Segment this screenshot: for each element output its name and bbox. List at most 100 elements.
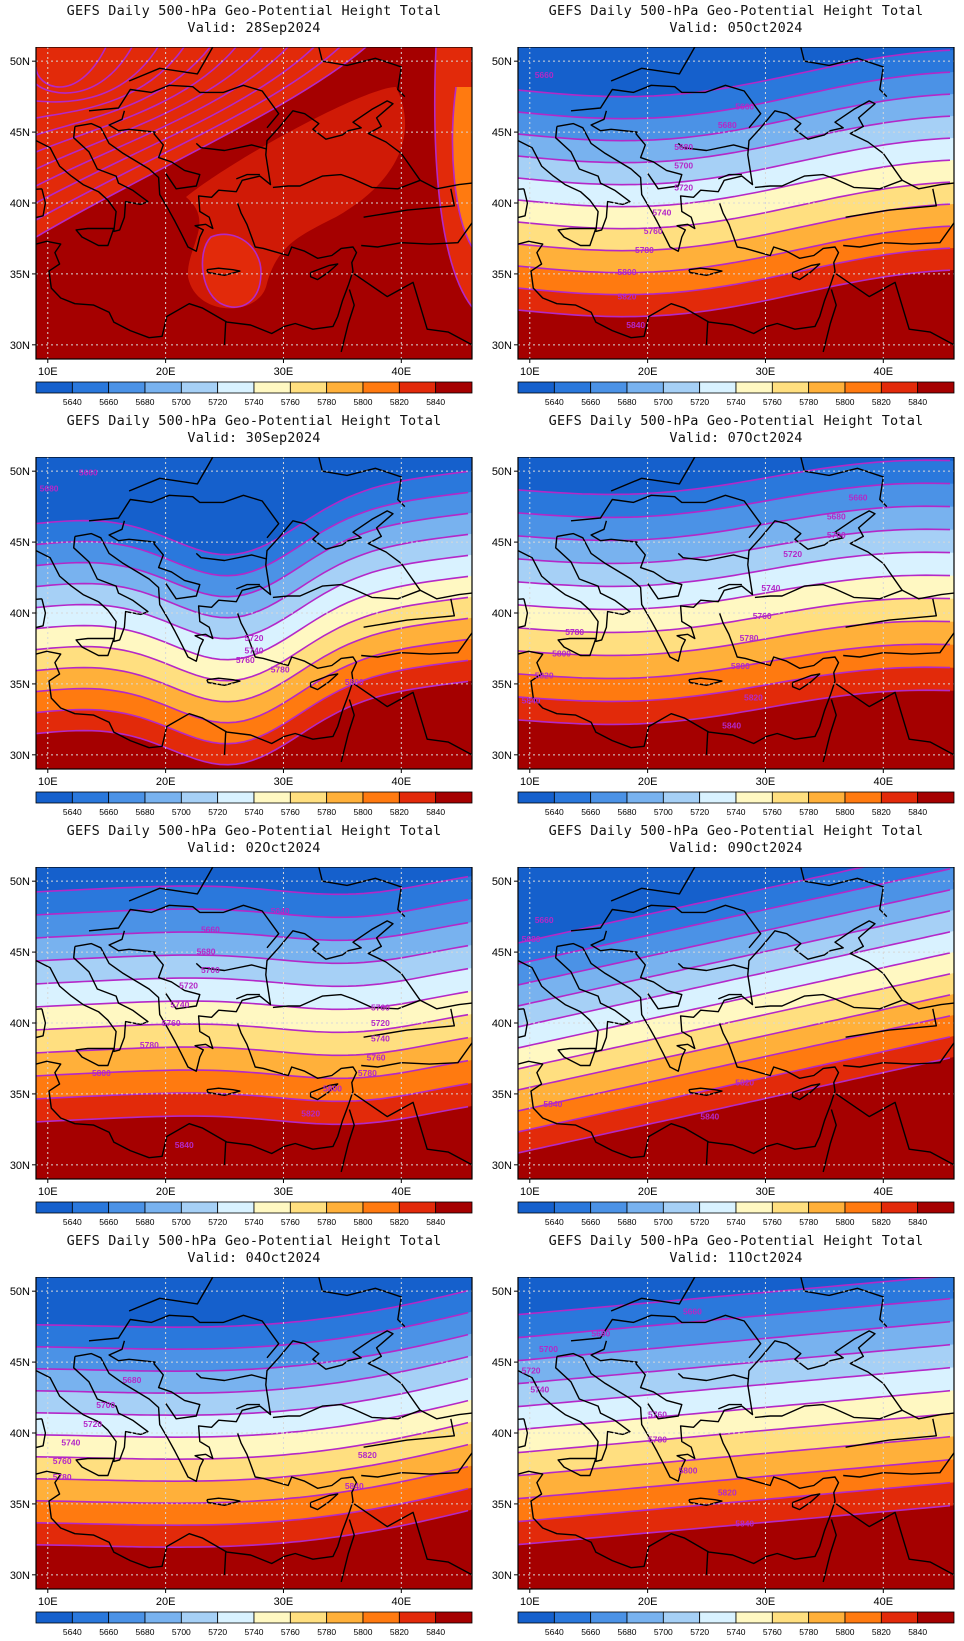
coastline xyxy=(845,1008,937,1038)
coastline xyxy=(518,1418,529,1449)
panel-valid-date: Valid: 04Oct2024 xyxy=(187,1250,321,1266)
coastline xyxy=(835,683,954,756)
contour-line xyxy=(518,115,951,164)
colorbar-swatch xyxy=(808,791,846,804)
coastline xyxy=(419,1409,472,1420)
colorbar-label: 5840 xyxy=(908,397,927,407)
lat-label: 45N xyxy=(10,127,30,139)
contour-line xyxy=(36,47,185,119)
contour-label: 5840 xyxy=(626,320,645,330)
contour-label: 5840 xyxy=(700,1112,719,1122)
coastline xyxy=(518,188,529,219)
contour-line xyxy=(36,470,469,556)
colorbar-swatch xyxy=(517,1611,555,1624)
colorbar-label: 5840 xyxy=(426,1627,445,1637)
lon-label: 20E xyxy=(638,1186,658,1198)
panel-title-line: GEFS Daily 500-hPa Geo-Potential Height … xyxy=(548,3,924,19)
contour-label: 5740 xyxy=(761,583,780,593)
contour-label: 5820 xyxy=(358,1450,377,1460)
lon-label: 40E xyxy=(874,1596,894,1608)
colorbar-swatch xyxy=(362,1611,400,1624)
coastline xyxy=(36,188,47,219)
coastline xyxy=(901,999,954,1010)
coastline xyxy=(108,930,156,954)
contour-label: 5780 xyxy=(271,664,290,674)
colorbar-label: 5760 xyxy=(763,1627,782,1637)
coastline xyxy=(36,1008,47,1039)
coastline xyxy=(206,267,241,276)
lat-label: 50N xyxy=(492,876,512,888)
contour-label: 5840 xyxy=(543,1099,562,1109)
colorbar-label: 5760 xyxy=(281,807,300,817)
lon-label: 10E xyxy=(38,1186,58,1198)
contour-label: 5760 xyxy=(367,1052,386,1062)
contour-line xyxy=(36,575,469,661)
contour-line xyxy=(36,659,469,745)
contour-label: 5660 xyxy=(535,70,554,80)
contour-label: 5700 xyxy=(539,1344,558,1354)
colorbar-swatch xyxy=(771,1611,810,1624)
colorbar-swatch xyxy=(398,791,437,804)
coastline xyxy=(557,637,597,657)
contour-line xyxy=(36,921,469,942)
contour-label: 5740 xyxy=(652,207,671,217)
contour-line xyxy=(36,1509,469,1548)
coastline xyxy=(36,598,47,629)
coastline xyxy=(590,930,638,954)
colorbar-swatch xyxy=(435,791,473,804)
contour-line xyxy=(518,973,951,1070)
lat-label: 40N xyxy=(492,1428,512,1440)
contour-label: 5660 xyxy=(201,925,220,935)
lon-label: 40E xyxy=(392,1186,412,1198)
coastline xyxy=(688,1497,723,1506)
contour-line xyxy=(518,1320,951,1362)
coastline xyxy=(75,1457,115,1477)
colorbar-swatch xyxy=(590,791,628,804)
height-band xyxy=(36,867,472,895)
coastline xyxy=(845,1418,937,1448)
height-band xyxy=(36,47,366,237)
colorbar: 5640 5660 5680 5700 5720 5740 5760 5780 5800 5820… xyxy=(35,1611,473,1637)
contour-line xyxy=(36,944,469,965)
contour-label: 5800 xyxy=(345,677,364,687)
contour-line xyxy=(36,47,263,170)
coastline xyxy=(74,510,421,662)
contour-label: 5740 xyxy=(170,999,189,1009)
coastline xyxy=(688,1087,723,1096)
coastline xyxy=(153,133,201,190)
colorbar-swatch xyxy=(844,381,882,394)
coastline xyxy=(843,1452,954,1478)
contour-label: 5840 xyxy=(722,720,741,730)
lat-label: 40N xyxy=(492,198,512,210)
coastline xyxy=(518,612,840,749)
coastline xyxy=(108,520,156,544)
colorbar-label: 5680 xyxy=(136,1217,155,1227)
colorbar-swatch xyxy=(362,381,400,394)
colorbar-swatch xyxy=(326,1611,364,1624)
contour-line xyxy=(36,47,341,221)
colorbar-label: 5780 xyxy=(799,1217,818,1227)
contour-line xyxy=(36,680,469,766)
colorbar-label: 5720 xyxy=(690,807,709,817)
colorbar-swatch xyxy=(626,381,664,394)
colorbar-label: 5680 xyxy=(136,807,155,817)
colorbar-label: 5740 xyxy=(245,1627,264,1637)
contour-line xyxy=(36,898,469,919)
contour-line xyxy=(518,910,951,1007)
contour-label: 5680 xyxy=(827,511,846,521)
colorbar-label: 5800 xyxy=(354,1627,373,1637)
colorbar-label: 5700 xyxy=(172,807,191,817)
colorbar-label: 5780 xyxy=(317,1217,336,1227)
lon-label: 30E xyxy=(274,776,294,788)
colorbar-swatch xyxy=(326,791,364,804)
panel-valid-date: Valid: 11Oct2024 xyxy=(669,1250,803,1266)
coastline xyxy=(518,1022,840,1159)
panel-valid-date: Valid: 30Sep2024 xyxy=(187,430,321,446)
lat-label: 45N xyxy=(10,947,30,959)
lon-label: 10E xyxy=(38,776,58,788)
coastline xyxy=(195,552,268,562)
lon-label: 30E xyxy=(274,1186,294,1198)
coastline xyxy=(363,598,455,628)
